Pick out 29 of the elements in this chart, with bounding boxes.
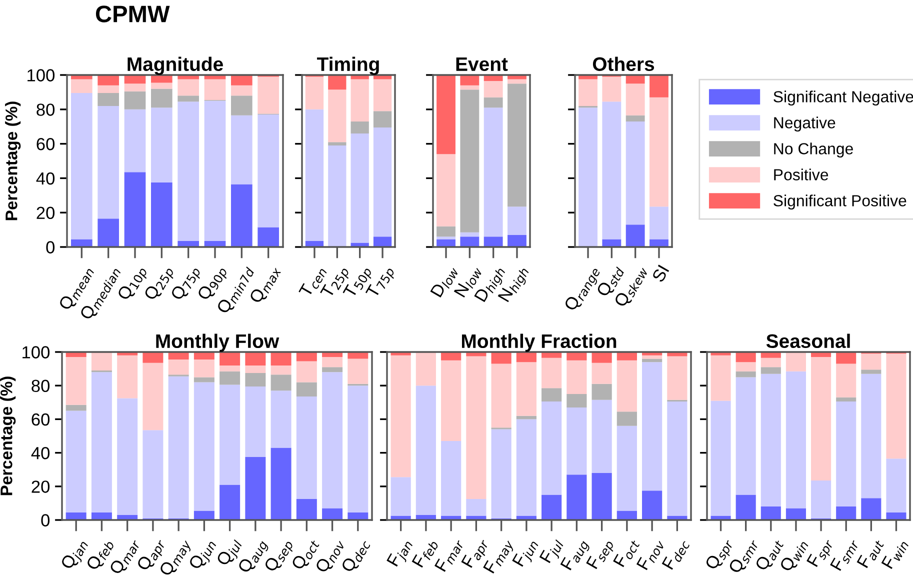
legend-label: Negative <box>774 116 836 132</box>
y-tick-label: 0 <box>41 514 50 526</box>
y-tick-label: 40 <box>36 172 55 185</box>
y-tick-label: 60 <box>32 413 50 426</box>
chart-title: Monthly Flow <box>156 334 280 352</box>
legend-label: Significant Positive <box>774 194 906 210</box>
legend-label: Positive <box>774 168 828 180</box>
y-tick-label: 80 <box>36 104 55 116</box>
text: CPMW <box>96 6 170 22</box>
chart-title: Seasonal <box>766 334 850 348</box>
chart-title: Others <box>592 56 654 72</box>
legend-label: No Change <box>774 142 853 158</box>
y-tick-label: 80 <box>32 380 50 392</box>
y-tick-label: 100 <box>22 346 50 358</box>
y-tick-label: 20 <box>36 206 55 220</box>
y-tick-label: 0 <box>46 241 55 254</box>
chart-title: Timing <box>317 56 379 75</box>
y-axis-title: Percentage (%) <box>5 102 21 220</box>
x-tick-label: F$_{jun}$ <box>512 537 541 570</box>
y-axis-title: Percentage (%) <box>0 376 16 496</box>
y-tick-label: 40 <box>31 446 50 460</box>
chart-title: Magnitude <box>128 56 223 75</box>
chart-title: Event <box>456 57 508 72</box>
chart-title: Monthly Fraction <box>462 334 616 352</box>
x-tick-label: SI <box>652 264 670 283</box>
y-tick-label: 20 <box>32 480 50 493</box>
legend-label: Significant Negative <box>774 90 913 106</box>
y-tick-label: 60 <box>36 138 55 150</box>
y-tick-label: 100 <box>28 69 55 82</box>
